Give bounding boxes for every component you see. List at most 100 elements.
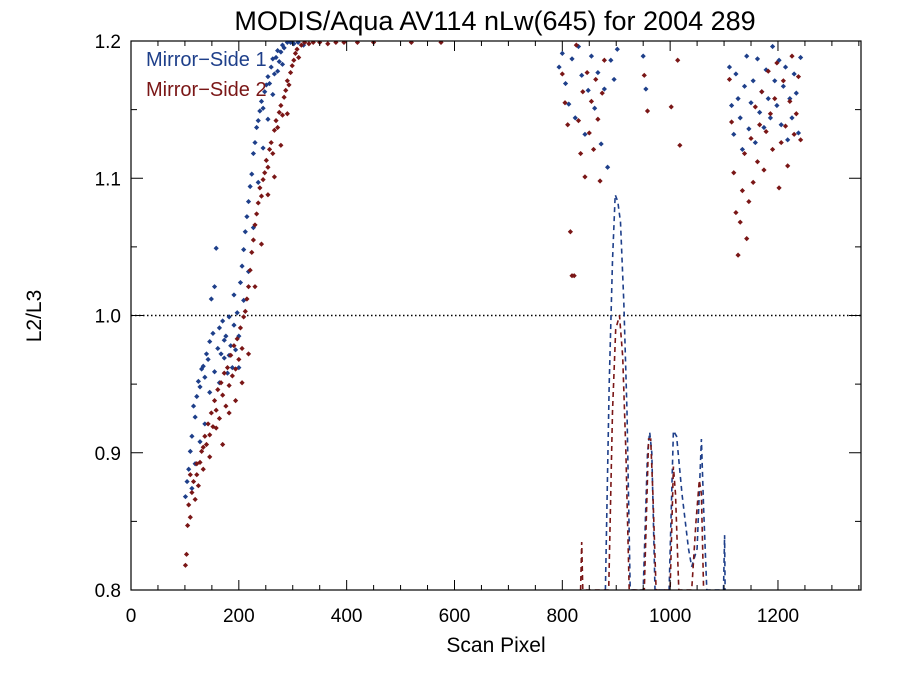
data-point [270,150,276,157]
data-point [608,57,614,63]
data-point [776,57,782,63]
data-point [588,98,595,104]
legend-mirror-side-1: Mirror−Side 1 [146,49,267,71]
data-point [737,219,743,225]
x-tick-label: 800 [546,606,578,627]
data-point [761,124,767,131]
data-point [187,448,193,454]
data-point [232,347,239,353]
data-point [190,478,197,485]
data-point [211,397,218,404]
data-point [567,229,574,235]
data-point [229,373,235,379]
data-point [789,115,795,121]
y-tick-label: 1.2 [95,32,121,53]
data-point [595,69,601,76]
data-point [275,124,281,131]
data-point [260,145,266,151]
series-1-dashed-line [604,194,726,590]
y-tick-label: 0.9 [95,444,121,465]
data-point [197,439,203,445]
data-point [205,421,211,427]
data-point [247,267,253,273]
data-point [234,336,240,342]
data-point [759,89,765,95]
data-point [778,139,784,146]
data-point [236,333,242,339]
data-point [265,74,271,80]
data-point [750,78,756,84]
data-point [231,322,237,328]
data-point [241,297,247,304]
data-point [287,41,294,45]
data-point [408,41,414,45]
data-point [795,74,802,80]
data-point [584,69,590,76]
data-point [263,157,269,164]
data-point [787,96,793,102]
data-point [754,159,761,165]
data-point [278,49,284,55]
data-point [562,100,568,106]
data-point [341,41,347,45]
data-point [244,214,250,220]
data-point [237,279,244,286]
x-tick-label: 600 [439,606,471,627]
data-point [769,43,776,50]
data-point [247,183,253,190]
x-axis: 0 200 400 600 800 1000 1200 [126,41,860,627]
data-point [275,68,281,74]
data-point [562,80,569,87]
data-point [765,96,771,102]
data-point [752,139,758,146]
data-point [224,370,231,376]
data-point [210,424,216,430]
data-point [241,247,247,253]
data-point [215,345,221,352]
data-point [793,90,799,96]
data-point [614,46,620,52]
x-tick-label: 200 [223,606,255,627]
data-point [438,41,444,45]
data-point [641,72,647,78]
y-tick-label: 1.1 [95,169,121,190]
data-point [223,333,229,339]
data-point [569,56,575,62]
data-point [262,89,268,95]
data-point [588,53,595,59]
data-point [599,90,605,96]
data-point [194,472,200,478]
data-point [741,150,748,157]
data-point [228,352,234,358]
data-point [211,284,218,290]
legend-mirror-side-2: Mirror−Side 2 [146,79,267,101]
data-point [750,179,756,185]
data-point [559,71,565,77]
data-point [213,245,219,251]
data-point [244,296,250,302]
data-point [769,146,776,153]
data-point [295,41,301,45]
data-point [213,425,219,431]
data-point [228,343,234,349]
data-point [203,351,210,357]
data-point [265,192,271,198]
data-point [211,369,218,375]
data-point [255,179,261,185]
data-point [731,131,737,137]
data-point [245,284,252,290]
data-point [579,72,585,78]
data-point [200,466,206,472]
data-point [216,415,223,422]
data-point [236,365,242,371]
data-point [284,111,290,117]
data-point [279,61,286,67]
x-tick-label: 1000 [649,606,691,627]
data-point [268,139,274,146]
data-point [281,45,287,51]
data-point [765,68,771,74]
data-point [224,365,231,371]
data-point [757,109,763,115]
data-point [284,78,290,84]
data-point [310,41,316,45]
